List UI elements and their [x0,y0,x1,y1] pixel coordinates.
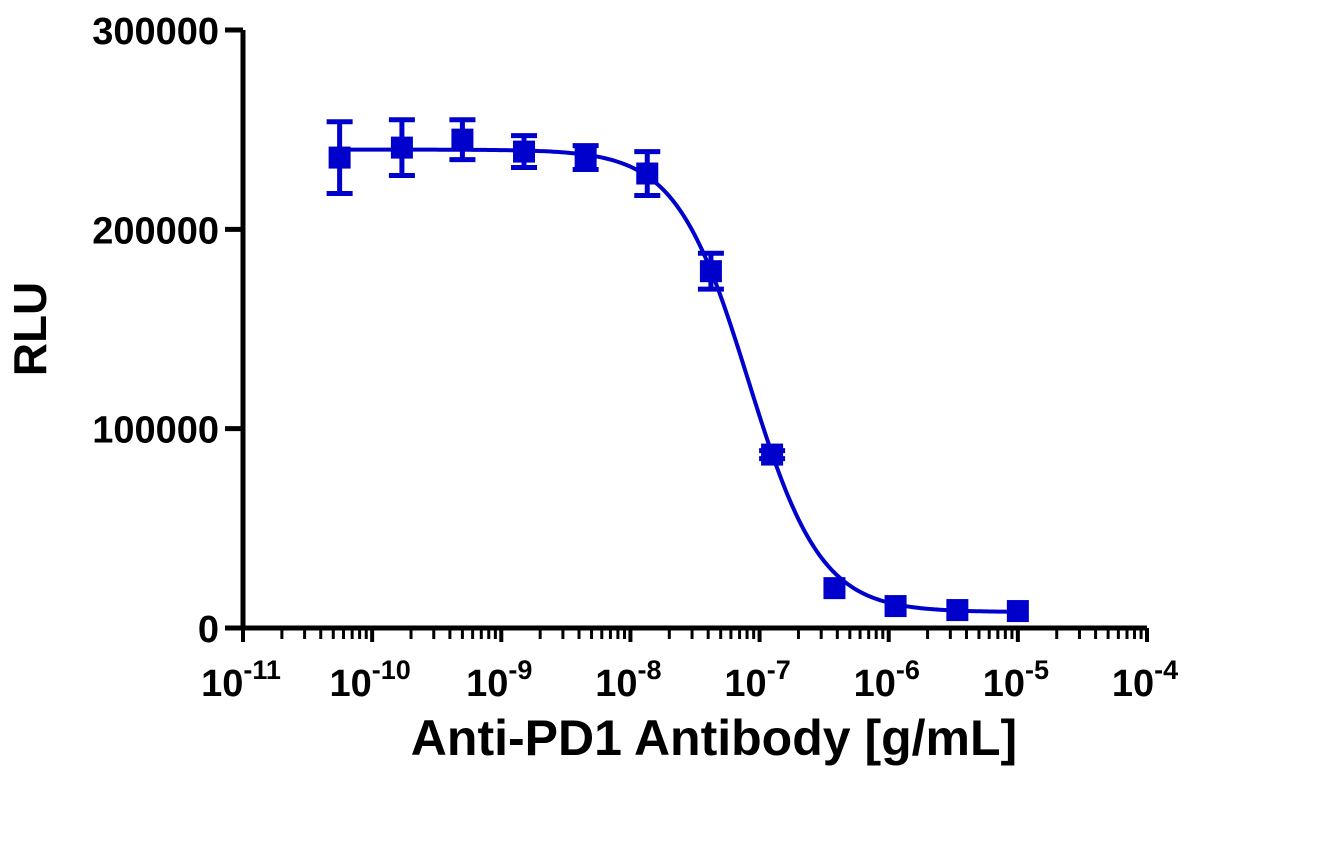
data-point [451,128,474,151]
x-tick-label: 10-10 [329,655,410,705]
x-tick-base: 10 [329,663,371,705]
x-tick-base: 10 [724,663,766,705]
x-tick-exponent: -8 [638,655,662,685]
x-tick-base: 10 [854,663,896,705]
data-point [946,599,969,622]
y-ticks [225,27,243,631]
x-axis-title: Anti-PD1 Antibody [g/mL] [411,710,1017,766]
data-point [823,577,846,600]
data-point [574,146,597,169]
x-tick-label: 10-9 [466,655,532,705]
x-tick-base: 10 [201,663,243,705]
x-tick-exponent: -6 [896,655,920,685]
data-point [884,595,907,618]
data-point [390,136,413,159]
y-tick-label: 200000 [92,210,219,252]
data-markers [328,128,1029,623]
y-axis-title: RLU [4,282,56,377]
x-tick-label: 10-8 [595,655,661,705]
x-tick-exponent: -9 [508,655,532,685]
data-point [761,443,784,466]
data-point [636,162,659,185]
x-tick-exponent: -11 [243,655,281,685]
y-tick-label: 0 [198,609,219,651]
x-tick-exponent: -7 [767,655,791,685]
data-point [328,146,351,169]
x-tick-exponent: -5 [1025,655,1049,685]
x-tick-label: 10-5 [983,655,1049,705]
x-tick-exponent: -4 [1154,655,1178,685]
x-tick-labels: 10-11 10-10 10-9 10-8 10-7 10-6 10-5 10-4 [201,655,1178,705]
x-tick-base: 10 [983,663,1025,705]
x-tick-base: 10 [595,663,637,705]
data-point [699,260,722,283]
fit-curve [339,147,1018,614]
data-point [1006,600,1029,623]
x-tick-label: 10-11 [201,655,281,705]
x-tick-label: 10-7 [724,655,790,705]
x-tick-exponent: -10 [372,655,411,685]
x-tick-base: 10 [1112,663,1154,705]
x-tick-base: 10 [466,663,508,705]
y-tick-label: 300000 [92,11,219,53]
y-tick-labels: 0 100000 200000 300000 [92,11,219,651]
error-bars [326,117,786,462]
x-tick-label: 10-4 [1112,655,1178,705]
y-tick-label: 100000 [92,410,219,452]
x-tick-label: 10-6 [854,655,920,705]
data-point [513,140,536,163]
